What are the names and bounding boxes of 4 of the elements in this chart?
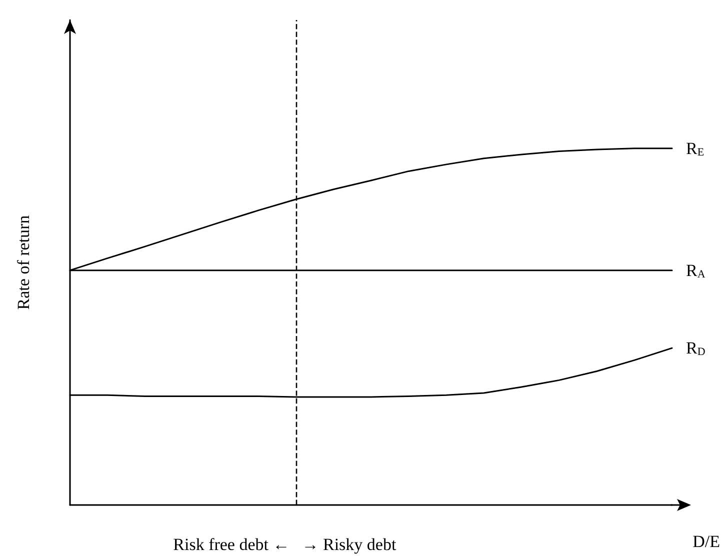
y-axis-title: Rate of return xyxy=(14,214,33,310)
text: → Risky debt xyxy=(302,535,396,554)
x-axis-title: D/E xyxy=(692,532,720,551)
text: Risk free debt ← xyxy=(173,535,290,554)
